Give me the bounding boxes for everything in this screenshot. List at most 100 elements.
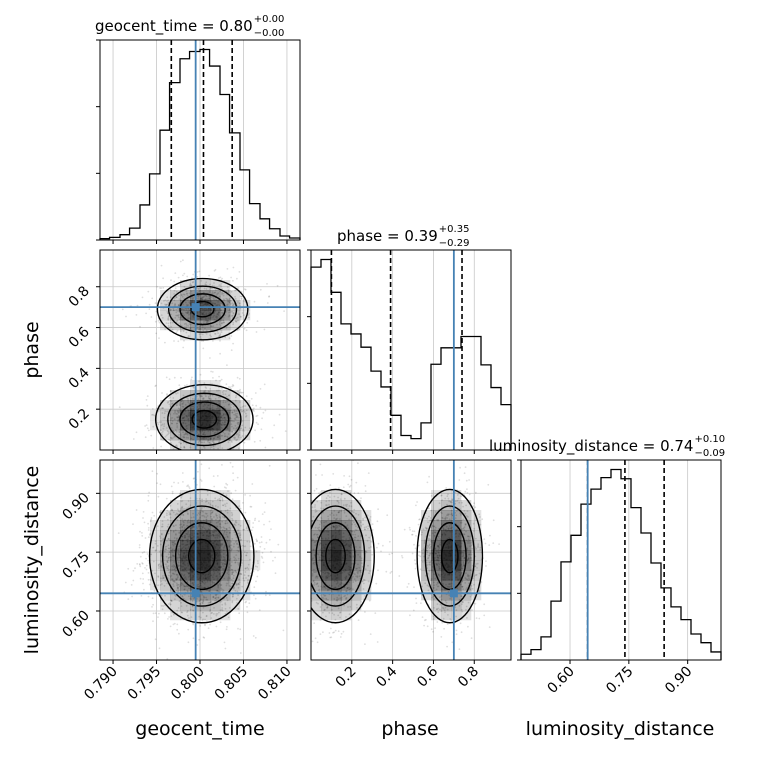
sample-point <box>186 275 189 278</box>
density-cell <box>200 390 211 401</box>
sample-point <box>455 629 458 632</box>
sample-point <box>141 562 144 564</box>
sample-point <box>151 408 154 410</box>
density-cell <box>160 550 171 561</box>
x-tick-label: 0.795 <box>125 664 165 704</box>
sample-point <box>484 542 487 545</box>
sample-point <box>150 434 153 437</box>
sample-point <box>222 401 225 404</box>
sample-point <box>277 543 280 546</box>
sample-point <box>183 384 186 387</box>
sample-point <box>235 439 238 442</box>
sample-point <box>414 547 417 550</box>
sample-point <box>169 625 172 628</box>
sample-point <box>170 279 172 282</box>
sample-point <box>253 542 256 545</box>
sample-point <box>141 296 144 299</box>
sample-point <box>178 632 180 635</box>
sample-point <box>274 572 277 575</box>
sample-point <box>158 647 161 650</box>
sample-point <box>135 509 138 511</box>
x-tick-label: 0.810 <box>255 664 295 704</box>
sample-point <box>170 485 173 488</box>
sample-point <box>276 284 279 287</box>
sample-point <box>186 434 189 436</box>
sample-point <box>413 530 416 533</box>
sample-point <box>234 489 237 492</box>
sample-point <box>319 633 322 635</box>
density-cell <box>230 590 241 601</box>
sample-point <box>458 479 461 481</box>
sample-point <box>222 393 225 395</box>
sample-point <box>253 440 256 443</box>
sample-point <box>191 376 193 379</box>
sample-point <box>216 475 219 477</box>
sample-point <box>238 612 241 615</box>
sample-point <box>117 532 120 534</box>
sample-point <box>208 295 211 298</box>
sample-point <box>230 335 233 337</box>
sample-point <box>333 631 335 634</box>
sample-point <box>382 544 384 547</box>
sample-point <box>226 483 229 486</box>
sample-point <box>143 551 146 553</box>
x-tick-label: 0.805 <box>212 664 252 704</box>
sample-point <box>168 432 170 434</box>
sample-point <box>152 603 155 606</box>
sample-point <box>144 436 147 439</box>
sample-point <box>353 492 356 494</box>
sample-point <box>243 411 246 413</box>
sample-point <box>187 628 190 631</box>
sample-point <box>455 633 458 636</box>
sample-point <box>139 555 142 558</box>
sample-point <box>210 370 213 373</box>
sample-point <box>339 636 342 638</box>
sample-point <box>263 523 265 526</box>
sample-point <box>147 595 150 598</box>
sample-point <box>221 464 223 466</box>
density-cell <box>180 430 191 441</box>
sample-point <box>239 391 242 394</box>
sample-point <box>199 478 202 481</box>
sample-point <box>144 567 146 569</box>
y-tick-label: 0.8 <box>66 283 93 310</box>
sample-point <box>259 388 262 390</box>
sample-point <box>215 379 217 382</box>
sample-point <box>259 545 262 548</box>
sample-point <box>266 302 269 304</box>
sample-point <box>147 290 150 293</box>
density-cell <box>250 550 261 561</box>
density-cell <box>240 560 251 571</box>
sample-point <box>357 492 360 494</box>
density-cell <box>240 300 251 311</box>
sample-point <box>255 421 258 424</box>
sample-point <box>148 308 151 310</box>
y-tick-label: 0.6 <box>66 324 93 351</box>
sample-point <box>446 645 448 648</box>
panel-frame <box>520 459 722 661</box>
histogram-step <box>520 468 722 660</box>
sample-point <box>230 423 233 425</box>
sample-point <box>150 517 153 519</box>
sample-point <box>235 414 238 417</box>
sample-point <box>174 411 176 414</box>
sample-point <box>391 552 393 555</box>
sample-point <box>338 487 340 489</box>
sample-point <box>157 495 160 498</box>
sample-point <box>245 395 248 397</box>
density-cell <box>210 570 221 581</box>
sample-point <box>196 644 199 646</box>
sample-point <box>197 440 200 443</box>
sample-point <box>222 298 225 300</box>
sample-point <box>239 628 242 631</box>
sample-point <box>487 483 490 486</box>
sample-point <box>140 595 143 597</box>
density-cell <box>200 490 211 501</box>
sample-point <box>238 271 241 273</box>
sample-point <box>169 396 171 399</box>
density-cell <box>170 590 181 601</box>
sample-point <box>232 342 235 345</box>
sample-point <box>264 446 267 449</box>
sample-point <box>199 373 202 376</box>
sample-point <box>162 287 165 289</box>
